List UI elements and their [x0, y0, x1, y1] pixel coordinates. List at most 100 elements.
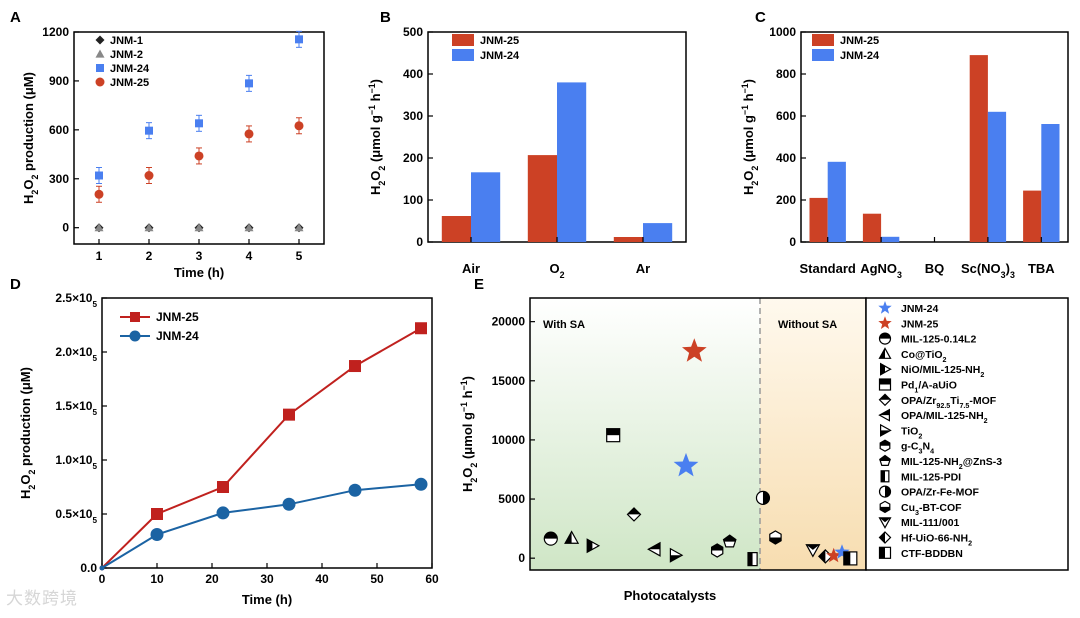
panel-a-point-jnm-2: [244, 223, 254, 232]
panel-d-legend-marker: [129, 330, 141, 342]
panel-a-point-jnm-25: [144, 171, 154, 181]
panel-e-legend-symbol: [878, 332, 892, 345]
panel-a-point-jnm-2: [294, 223, 304, 232]
panel-d-xtick-label: 40: [315, 572, 329, 586]
panel-d-legend-marker: [130, 312, 140, 322]
panel-d-point-jnm-24: [282, 497, 296, 511]
panel-b-bar-jnm-24: [643, 223, 673, 242]
panel-d-point-jnm-25: [217, 481, 229, 493]
panel-e-point-triangle-down: [805, 544, 821, 558]
panel-d-axes: [101, 297, 433, 569]
panel-c-category-label: TBA: [1028, 261, 1055, 276]
panel-c-category-label: BQ: [925, 261, 945, 276]
panel-label-e: E: [474, 276, 484, 293]
panel-b-category-label: Air: [462, 261, 480, 276]
panel-b-ytick-label: 300: [403, 109, 423, 123]
panel-a-legend-marker: [95, 35, 105, 45]
panel-e-legend-symbol: [878, 393, 892, 407]
panel-d-ytick-label: 1.5×105: [55, 399, 97, 417]
panel-e-legend-label: TiO2: [901, 425, 922, 440]
panel-e-legend-symbol: [878, 517, 892, 529]
panel-e-point-pentagon-top: [722, 534, 737, 548]
panel-d-point-jnm-25: [415, 322, 427, 335]
panel-a-point-jnm-2: [194, 223, 204, 232]
panel-a-ytick-label: 900: [49, 74, 69, 88]
panel-d-xlabel: Time (h): [242, 592, 292, 607]
panel-c-category-label: Sc(NO3)3: [961, 261, 1015, 280]
panel-a-legend-marker: [95, 77, 105, 87]
panel-label-c: C: [755, 9, 766, 26]
panel-e-region-label: With SA: [543, 319, 585, 331]
panel-a-xtick-label: 1: [96, 249, 103, 263]
panel-e-legend-symbol: [879, 500, 891, 514]
panel-e-legend-symbol: [879, 439, 891, 452]
panel-e-point-triangle-left: [647, 541, 661, 557]
panel-e-ylabel: H2O2 (μmol g−1 h−1): [459, 376, 479, 492]
panel-b-legend-label: JNM-24: [480, 50, 520, 62]
panel-d-ytick-label: 2.5×105: [55, 291, 97, 309]
panel-c-ytick-label: 1000: [769, 25, 796, 39]
panel-d-xtick-label: 0: [99, 572, 106, 586]
panel-a-legend-label: JNM-1: [110, 35, 143, 47]
panel-a-legend-label: JNM-24: [110, 63, 150, 75]
panel-e-point-square-left: [843, 551, 858, 566]
panel-e-legend-label: MIL-125-0.14L2: [901, 334, 976, 346]
panel-e-point-star-red: [826, 547, 842, 563]
panel-e-point-diamond-top: [626, 507, 642, 522]
panel-d-line-jnm-25: [101, 327, 422, 569]
panel-b-bar-jnm-25: [613, 237, 643, 242]
panel-e-point-square-top: [606, 428, 621, 443]
panel-c-ytick-label: 600: [776, 109, 796, 123]
panel-c-legend-swatch: [812, 34, 834, 46]
panel-c-ytick-label: 800: [776, 67, 796, 81]
panel-b-legend-swatch: [452, 34, 474, 46]
panel-e-legend-symbol: [878, 301, 892, 314]
panel-a-xtick-label: 3: [196, 249, 203, 263]
panel-a-ytick-label: 0: [62, 221, 69, 235]
panel-e-ytick-label: 10000: [492, 433, 526, 447]
panel-d-point-jnm-25: [349, 360, 361, 373]
panel-c-ytick-label: 400: [776, 151, 796, 165]
panel-e-legend-label: Co@TiO2: [901, 349, 947, 364]
panel-c-legend-swatch: [812, 49, 834, 61]
panel-a-legend-label: JNM-2: [110, 49, 143, 61]
panel-c-bar-jnm-25: [809, 197, 828, 242]
panel-a-legend-label: JNM-25: [110, 77, 149, 89]
panel-e-legend-label: JNM-24: [901, 303, 939, 315]
panel-e-point-hexagon-bottom: [769, 530, 782, 545]
panel-e-legend-symbol: [878, 378, 892, 391]
panel-d-point-jnm-24: [348, 483, 362, 497]
panel-a-point-jnm-24: [95, 171, 103, 180]
panel-d-ylabel: H2O2 production (μM): [18, 367, 37, 499]
panel-e-point-star-blue: [673, 452, 699, 477]
panel-e-legend-symbol: [878, 408, 891, 422]
panel-d-ytick-label: 1.0×105: [55, 453, 97, 471]
panel-b-ytick-label: 0: [416, 235, 423, 249]
panel-e-ytick-label: 5000: [498, 492, 525, 506]
panel-e-legend-symbol: [879, 362, 892, 376]
panel-e-legend-box: [865, 297, 1069, 571]
panel-d-legend-label: JNM-25: [156, 310, 199, 324]
panel-e-legend-label: g-C3N4: [901, 441, 934, 456]
panel-d-point-jnm-24: [216, 506, 230, 520]
panel-e-ytick-label: 15000: [492, 374, 526, 388]
panel-e-point-triangle-up: [564, 530, 580, 544]
panel-a-legend-marker: [96, 64, 104, 72]
panel-e-region-with-sa: [530, 298, 760, 570]
panel-b-bar-jnm-25: [441, 216, 471, 242]
panel-b-legend-swatch: [452, 49, 474, 61]
panel-c-legend-label: JNM-25: [840, 35, 879, 47]
panel-e-region-without-sa: [760, 298, 866, 570]
panel-d-xtick-label: 10: [150, 572, 164, 586]
panel-e-legend-label: MIL-111/001: [901, 517, 960, 529]
panel-b-ytick-label: 200: [403, 151, 423, 165]
panel-d-ytick-label: 0.0: [80, 561, 97, 575]
panel-c-category-label: AgNO3: [860, 261, 902, 280]
panel-a-ytick-label: 600: [49, 123, 69, 137]
panel-a-xtick-label: 4: [246, 249, 253, 263]
panel-label-d: D: [10, 276, 21, 293]
panel-e-point-triangle-right: [669, 547, 684, 563]
panel-e-point-circle-right: [755, 490, 771, 505]
panel-b-bar-jnm-24: [557, 82, 587, 243]
panel-e-legend-label: CTF-BDDBN: [901, 548, 963, 560]
